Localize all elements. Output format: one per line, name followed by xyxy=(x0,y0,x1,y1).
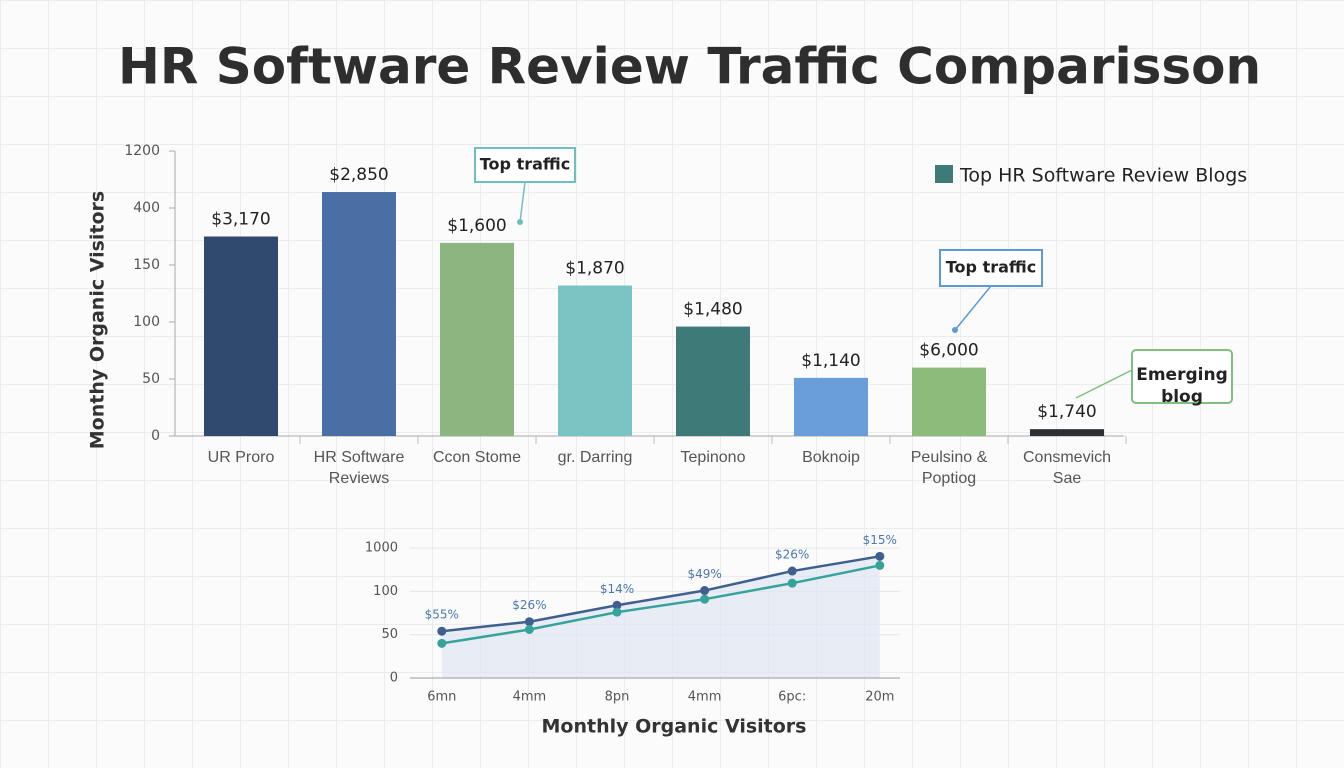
y-tick-label: 150 xyxy=(133,257,160,273)
point xyxy=(437,638,447,648)
callout-box xyxy=(474,147,576,183)
point xyxy=(875,551,885,561)
x-tick-label: gr. Darring xyxy=(557,449,633,466)
point xyxy=(524,625,534,635)
bar xyxy=(676,326,750,436)
x-tick-label: 4mm xyxy=(688,690,722,705)
area xyxy=(441,556,880,678)
point xyxy=(875,560,885,570)
bar-text: $1,740 xyxy=(1037,402,1096,422)
point-text: $26% xyxy=(775,548,809,562)
legend-label: Top HR Software Review Blogs xyxy=(959,165,1247,187)
callout-tip xyxy=(952,327,958,333)
x-tick-label: UR Proro xyxy=(207,449,275,466)
bar xyxy=(912,367,986,436)
callout-box xyxy=(1131,349,1233,404)
x-tick-label: Tepinono xyxy=(680,449,746,466)
x-tick-label: HR Software Reviews xyxy=(313,449,405,487)
x-tick-label: 6pc: xyxy=(778,690,806,705)
y-tick-label: 50 xyxy=(142,371,160,387)
bar-text: $3,170 xyxy=(211,210,270,230)
y-tick-label: 1000 xyxy=(365,541,398,556)
bar-text: $1,870 xyxy=(565,259,624,279)
point-text: $15% xyxy=(863,533,897,547)
callout-box xyxy=(939,249,1043,287)
point xyxy=(700,594,710,604)
point-text: $26% xyxy=(512,598,546,612)
x-tick-label: Peulsino & Poptiog xyxy=(910,449,988,487)
bar-text: $1,140 xyxy=(801,351,860,371)
y-axis-label: Monthy Organic Visitors xyxy=(87,191,109,449)
y-tick-label: 100 xyxy=(133,314,160,330)
y-tick-label: 0 xyxy=(151,428,160,444)
x-tick-label: 6mn xyxy=(427,690,456,705)
bar xyxy=(558,285,632,436)
callout-arrow xyxy=(519,181,526,223)
point xyxy=(787,578,797,588)
callout-arrow xyxy=(1075,369,1133,399)
y-tick-label: 400 xyxy=(133,200,160,216)
bar xyxy=(794,377,868,436)
x-tick-label: Consmevich Sae xyxy=(1022,449,1112,487)
legend-swatch xyxy=(935,165,953,183)
point xyxy=(612,607,622,617)
x-tick-label: 20m xyxy=(865,690,894,705)
x-tick-label: 8pn xyxy=(605,690,630,705)
bar-text: $1,600 xyxy=(447,216,506,236)
x-axis-label: Monthly Organic Visitors xyxy=(542,716,807,738)
callout-text: Top traffic xyxy=(946,258,1036,277)
point xyxy=(787,566,797,576)
callout-text: Top traffic xyxy=(480,155,570,174)
x-tick-label: Ccon Stome xyxy=(432,449,522,466)
y-tick-label: 50 xyxy=(381,627,398,642)
bar-text: $1,480 xyxy=(683,300,742,320)
point-text: $49% xyxy=(687,567,721,581)
point xyxy=(700,586,710,596)
callout-text: Emerging blog xyxy=(1136,365,1228,407)
y-tick-label: 100 xyxy=(373,584,398,599)
point xyxy=(612,600,622,610)
bar-text: $2,850 xyxy=(329,165,388,185)
y-tick-label: 0 xyxy=(390,671,398,686)
point-text: $14% xyxy=(600,582,634,596)
bar-text: $6,000 xyxy=(919,341,978,361)
point-text: $55% xyxy=(425,608,459,622)
point xyxy=(437,626,447,636)
bar xyxy=(322,192,396,436)
chart-title: HR Software Review Traffic Comparisson xyxy=(118,38,1261,96)
callout-arrow xyxy=(954,285,992,331)
bar xyxy=(440,242,514,436)
bar xyxy=(1030,429,1104,436)
line xyxy=(441,555,881,633)
y-tick-label: 1200 xyxy=(124,143,160,159)
point xyxy=(524,617,534,627)
callout-tip xyxy=(517,219,523,225)
x-tick-label: Boknoip xyxy=(802,449,860,466)
line xyxy=(441,564,881,645)
x-tick-label: 4mm xyxy=(513,690,547,705)
bar xyxy=(204,236,278,436)
